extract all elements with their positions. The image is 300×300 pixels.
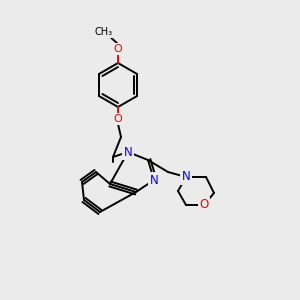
- Text: N: N: [182, 170, 190, 184]
- Text: O: O: [114, 44, 122, 54]
- Text: O: O: [114, 114, 122, 124]
- Text: N: N: [124, 146, 132, 158]
- Text: O: O: [200, 199, 208, 212]
- Text: N: N: [150, 173, 158, 187]
- Text: CH₃: CH₃: [95, 27, 113, 37]
